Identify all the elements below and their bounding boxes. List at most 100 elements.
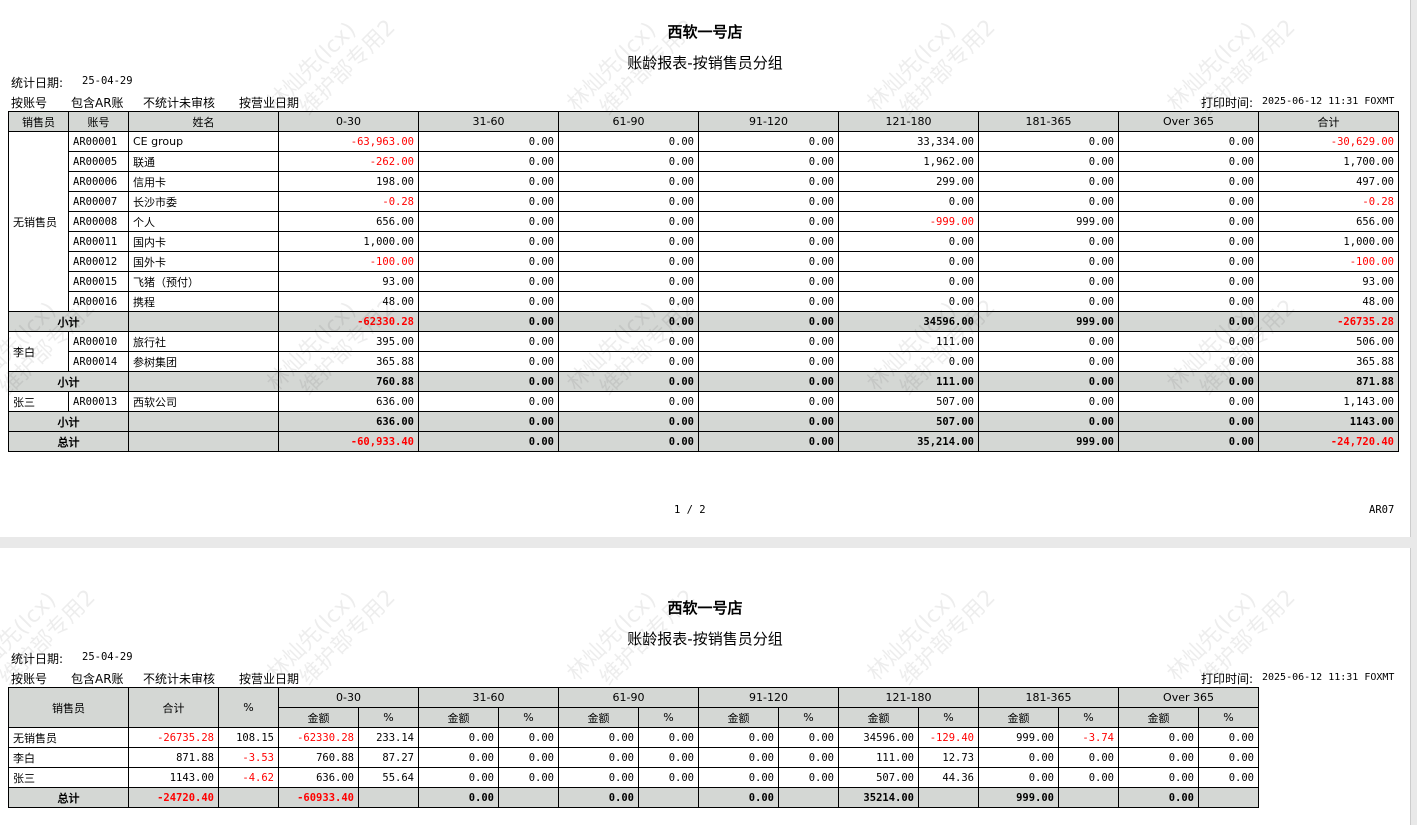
value-cell: 999.00: [978, 727, 1059, 748]
amount-cell: 507.00: [838, 391, 979, 412]
total-cell: 999.00: [978, 787, 1059, 808]
amount-cell: 0.00: [418, 211, 559, 232]
total-cell: -60,933.40: [278, 431, 419, 452]
amount-cell: 497.00: [1258, 171, 1399, 192]
amount-cell: 0.00: [418, 131, 559, 152]
subtotal-cell: 636.00: [278, 411, 419, 432]
total-cell: -24720.40: [128, 787, 219, 808]
amount-cell: 636.00: [278, 391, 419, 412]
bucket-header: 61-90: [558, 687, 699, 708]
amount-cell: 0.00: [418, 171, 559, 192]
total-cell: -24,720.40: [1258, 431, 1399, 452]
table-row: AR00012 国外卡 -100.00 0.00 0.00 0.00 0.00 0.00 0.0…: [9, 251, 1399, 272]
total-cell: 0.00: [698, 431, 839, 452]
value-cell: 760.88: [278, 747, 359, 768]
subtotal-cell: 0.00: [1118, 411, 1259, 432]
value-cell: 0.00: [778, 747, 839, 768]
amount-cell: 0.00: [1118, 251, 1259, 272]
amount-cell: 0.00: [1118, 351, 1259, 372]
print-time: 2025-06-12 11:31 FOXMT: [1262, 672, 1395, 683]
column-header: 0-30: [278, 111, 419, 132]
value-cell: 0.00: [1118, 747, 1199, 768]
percent-header: %: [1197, 707, 1260, 728]
value-cell: 0.00: [1058, 767, 1119, 788]
table-row: 李白 AR00010 旅行社 395.00 0.00 0.00 0.00 111.00 0.00…: [8, 331, 1399, 372]
amount-cell: 0.00: [978, 171, 1119, 192]
total-label: 总计: [8, 787, 129, 808]
option-exclude-unaudited: 不统计未审核: [143, 96, 216, 110]
value-cell: 0.00: [1118, 767, 1199, 788]
header-row: 销售员 合计% 0-30 31-60 61-90 91-120 121-180 181-365…: [8, 687, 1260, 728]
amount-cell: 395.00: [278, 331, 419, 352]
stat-date-label: 统计日期:: [11, 652, 64, 666]
subtotal-cell: 0.00: [418, 311, 559, 332]
value-cell: 233.14: [358, 727, 419, 748]
amount-cell: 0.00: [1118, 211, 1259, 232]
amount-cell: 0.00: [698, 131, 839, 152]
value-cell: 0.00: [1118, 727, 1199, 748]
value-cell: 111.00: [838, 747, 919, 768]
name-cell: 携程: [128, 291, 279, 312]
amount-cell: 0.00: [558, 131, 699, 152]
amount-cell: 48.00: [1258, 291, 1399, 312]
name-cell: 国内卡: [128, 231, 279, 252]
subtotal-label: 小计: [8, 371, 129, 392]
empty-cell: [128, 371, 279, 392]
column-header: 销售员: [8, 111, 69, 132]
amount-cell: 0.00: [1118, 291, 1259, 312]
subtotal-cell: 0.00: [558, 411, 699, 432]
amount-header: 金额: [838, 707, 919, 728]
column-header: 账号: [68, 111, 129, 132]
value-cell: 0.00: [558, 727, 639, 748]
amount-cell: -30,629.00: [1258, 131, 1399, 152]
amount-cell: 0.00: [1118, 151, 1259, 172]
print-time-label: 打印时间:: [1201, 96, 1254, 110]
report-title: 账龄报表-按销售员分组: [627, 54, 783, 72]
account-cell: AR00014: [68, 351, 129, 372]
amount-cell: 0.00: [558, 291, 699, 312]
value-cell: 0.00: [498, 747, 559, 768]
amount-cell: 506.00: [1258, 331, 1399, 352]
table-row: 张三 AR00013 西软公司 636.00 0.00 0.00 0.00 507.00 0.0…: [8, 391, 1399, 412]
subtotal-cell: -26735.28: [1258, 311, 1399, 332]
total-cell: 0.00: [558, 787, 639, 808]
amount-cell: 0.00: [698, 171, 839, 192]
value-cell: 0.00: [698, 747, 779, 768]
table-row: 李白 871.88 -3.53 760.88 87.27 0.00 0.00 0.00 0.00…: [8, 747, 1260, 768]
total-cell: [778, 787, 839, 808]
account-cell: AR00007: [68, 191, 129, 212]
amount-cell: 0.00: [978, 151, 1119, 172]
amount-cell: 0.00: [558, 151, 699, 172]
salesperson-cell: 张三: [8, 767, 129, 788]
report-page-2: 西软一号店 账龄报表-按销售员分组 统计日期: 25-04-29 按账号 包含A…: [0, 548, 1411, 825]
subtotal-label: 小计: [8, 411, 129, 432]
table-row: 张三 1143.00 -4.62 636.00 55.64 0.00 0.00 0.00 0.0…: [8, 767, 1260, 788]
stat-date: 25-04-29: [82, 651, 133, 663]
column-header: 31-60: [418, 111, 559, 132]
table-row: AR00014 参树集团 365.88 0.00 0.00 0.00 0.00 0.00 0.0…: [9, 351, 1399, 372]
column-header: 合计: [128, 687, 219, 728]
amount-cell: 0.00: [978, 131, 1119, 152]
value-cell: 0.00: [1058, 747, 1119, 768]
amount-cell: 0.00: [978, 251, 1119, 272]
subtotal-cell: 1143.00: [1258, 411, 1399, 432]
subtotal-cell: 0.00: [558, 371, 699, 392]
amount-cell: 299.00: [838, 171, 979, 192]
total-cell: 999.00: [978, 431, 1119, 452]
subtotal-cell: 0.00: [418, 371, 559, 392]
total-cell: 0.00: [418, 431, 559, 452]
total-cell: 0.00: [698, 787, 779, 808]
amount-cell: 0.00: [418, 271, 559, 292]
total-cell: [1058, 787, 1119, 808]
total-cell: 0.00: [1118, 431, 1259, 452]
total-cell: [638, 787, 699, 808]
column-header: 61-90: [558, 111, 699, 132]
column-header: 销售员: [8, 687, 129, 728]
bucket-header: Over 365: [1117, 687, 1260, 708]
amount-cell: 0.00: [838, 231, 979, 252]
value-cell: 108.15: [218, 727, 279, 748]
page-number: 1 / 2: [674, 504, 706, 516]
amount-cell: 0.00: [1118, 231, 1259, 252]
value-cell: 0.00: [558, 747, 639, 768]
amount-cell: -999.00: [838, 211, 979, 232]
